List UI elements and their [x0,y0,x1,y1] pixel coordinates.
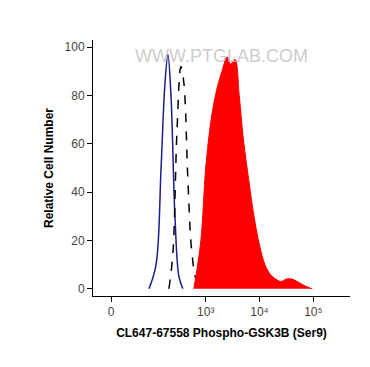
svg-text:10⁴: 10⁴ [250,305,269,319]
svg-text:0: 0 [78,282,85,296]
svg-text:60: 60 [71,137,85,151]
svg-text:20: 20 [71,234,85,248]
svg-text:10³: 10³ [197,305,214,319]
svg-text:10⁵: 10⁵ [304,305,322,319]
svg-text:40: 40 [71,185,85,199]
svg-text:Relative Cell Number: Relative Cell Number [42,108,56,228]
svg-text:WWW.PTGLAB.COM: WWW.PTGLAB.COM [135,46,308,66]
svg-text:80: 80 [71,89,85,103]
svg-text:100: 100 [65,40,85,54]
svg-text:0: 0 [108,305,115,319]
svg-text:CL647-67558 Phospho-GSK3B (Ser: CL647-67558 Phospho-GSK3B (Ser9) [116,326,327,340]
